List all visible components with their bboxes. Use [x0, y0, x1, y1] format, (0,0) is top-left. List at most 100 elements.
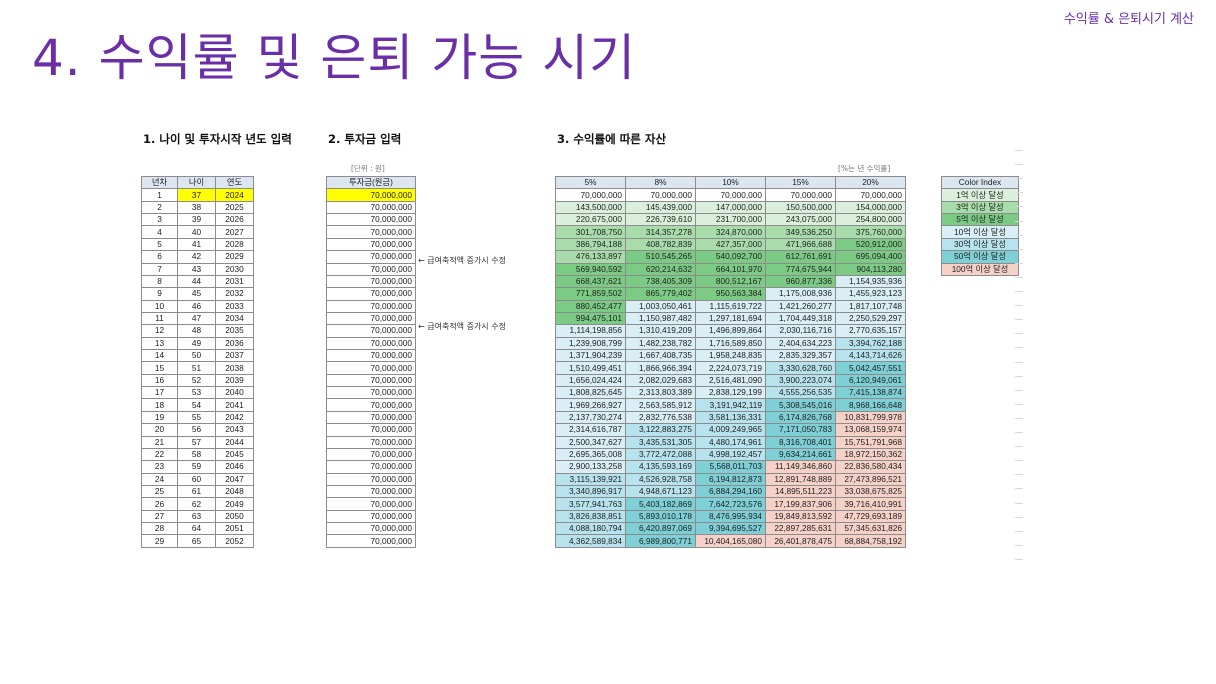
asset-cell: 33,038,675,825 [835, 484, 906, 499]
asset-cell: 13,068,159,974 [835, 423, 906, 437]
principal-cell: 70,000,000 [326, 237, 416, 252]
table-row: 70,000,000 [326, 398, 416, 412]
asset-cell: 10,831,799,978 [835, 410, 906, 425]
age-cell: 59 [177, 460, 216, 474]
year-cell: 2038 [215, 361, 254, 375]
asset-cell: 1,150,987,482 [625, 311, 696, 326]
table-row: 386,794,188 408,782,839 427,357,000 471,966… [555, 237, 906, 252]
year-no-cell: 9 [141, 287, 178, 301]
asset-cell: 2,082,029,683 [625, 373, 696, 388]
asset-cell: 2,404,634,223 [765, 336, 836, 351]
asset-cell: 12,891,748,889 [765, 472, 836, 486]
table-row: 1,808,825,645 2,313,803,389 2,838,129,199 4… [555, 386, 906, 400]
table-row: 70,000,000 [326, 410, 416, 425]
legend-row: 30억 이상 달성 [941, 237, 1019, 252]
year-no-cell: 22 [141, 447, 178, 462]
age-cell: 49 [177, 336, 216, 351]
legend-row: 5억 이상 달성 [941, 213, 1019, 227]
asset-cell: 774,675,944 [765, 262, 836, 276]
year-no-cell: 8 [141, 274, 178, 289]
table-row: 22 58 2045 [141, 447, 254, 462]
sheet-edge-mark [1015, 375, 1023, 377]
corner-label: 수익률 & 은퇴시기 계산 [1063, 12, 1194, 27]
age-cell: 44 [177, 274, 216, 289]
asset-cell: 6,174,826,768 [765, 410, 836, 425]
year-cell: 2032 [215, 287, 254, 301]
asset-cell: 1,115,619,722 [695, 299, 766, 313]
table-row: 70,000,000 [326, 250, 416, 264]
asset-cell: 70,000,000 [695, 188, 766, 202]
asset-cell: 314,357,278 [625, 225, 696, 239]
year-no-cell: 12 [141, 324, 178, 338]
table-row: 1,239,908,799 1,482,238,782 1,716,589,850 2… [555, 336, 906, 351]
legend-item: 50억 이상 달성 [941, 250, 1019, 264]
asset-cell: 4,362,589,834 [555, 534, 626, 548]
principal-cell: 70,000,000 [326, 311, 416, 326]
asset-cell: 1,455,923,123 [835, 287, 906, 301]
year-cell: 2042 [215, 410, 254, 425]
year-no-cell: 19 [141, 410, 178, 425]
table-row: 4 40 2027 [141, 225, 254, 239]
table-row: 70,000,000 [326, 311, 416, 326]
principal-cell: 70,000,000 [326, 200, 416, 215]
sheet-edge-mark [1015, 276, 1023, 278]
year-cell: 2034 [215, 311, 254, 326]
asset-cell: 2,224,073,719 [695, 361, 766, 375]
year-no-cell: 28 [141, 522, 178, 536]
asset-cell: 3,191,942,119 [695, 398, 766, 412]
principal-cell: 70,000,000 [326, 213, 416, 227]
asset-cell: 904,113,280 [835, 262, 906, 276]
asset-cell: 4,948,671,123 [625, 484, 696, 499]
asset-cell: 22,836,580,434 [835, 460, 906, 474]
year-cell: 2026 [215, 213, 254, 227]
age-cell: 54 [177, 398, 216, 412]
asset-cell: 301,708,750 [555, 225, 626, 239]
section-heading-asset-by-return: 3. 수익률에 따른 자산 [557, 132, 667, 146]
asset-cell: 427,357,000 [695, 237, 766, 252]
sheet-edge-mark [1015, 192, 1023, 194]
header-rate-8: 8% [625, 175, 696, 190]
salary-note: ← 급여축적액 증가시 수정 [418, 256, 506, 265]
asset-cell: 800,512,167 [695, 274, 766, 289]
table-row: 2,137,730,274 2,832,776,538 3,581,136,331 6… [555, 410, 906, 425]
asset-cell: 994,475,101 [555, 311, 626, 326]
color-index-legend: Color Index 1억 이상 달성 3억 이상 달성 5억 이상 달성 10억 … [941, 175, 1019, 276]
principal-cell: 70,000,000 [326, 484, 416, 499]
asset-cell: 5,893,010,178 [625, 509, 696, 524]
table-row: 2 38 2025 [141, 200, 254, 215]
legend-item: 10억 이상 달성 [941, 225, 1019, 239]
table-row: 70,000,000 70,000,000 70,000,000 70,000,000… [555, 188, 906, 202]
age-cell: 51 [177, 361, 216, 375]
table-row: 2,500,347,627 3,435,531,305 4,480,174,961 8… [555, 435, 906, 449]
table-row: 70,000,000 [326, 225, 416, 239]
asset-cell: 14,895,511,223 [765, 484, 836, 499]
year-no-cell: 3 [141, 213, 178, 227]
asset-cell: 17,199,837,906 [765, 497, 836, 511]
asset-cell: 4,135,593,169 [625, 460, 696, 474]
year-no-cell: 23 [141, 460, 178, 474]
table-row: 70,000,000 [326, 237, 416, 252]
asset-cell: 19,849,813,592 [765, 509, 836, 524]
asset-cell: 471,966,688 [765, 237, 836, 252]
table-row: 70,000,000 [326, 373, 416, 388]
year-no-cell: 4 [141, 225, 178, 239]
sheet-edge-mark [1015, 206, 1023, 208]
year-no-cell: 20 [141, 423, 178, 437]
asset-cell: 5,042,457,551 [835, 361, 906, 375]
asset-cell: 1,667,408,735 [625, 349, 696, 363]
table-row: 70,000,000 [326, 386, 416, 400]
asset-cell: 5,403,182,869 [625, 497, 696, 511]
table-row: 3,826,838,851 5,893,010,178 8,476,995,934 1… [555, 509, 906, 524]
year-no-cell: 27 [141, 509, 178, 524]
table-row: 16 52 2039 [141, 373, 254, 388]
table-row: 14 50 2037 [141, 349, 254, 363]
header-rate-10: 10% [695, 175, 766, 190]
year-cell: 2033 [215, 299, 254, 313]
asset-cell: 4,555,256,535 [765, 386, 836, 400]
table-row: 12 48 2035 [141, 324, 254, 338]
asset-cell: 147,000,000 [695, 200, 766, 215]
principal-cell: 70,000,000 [326, 386, 416, 400]
year-no-cell: 10 [141, 299, 178, 313]
asset-cell: 1,496,899,864 [695, 324, 766, 338]
legend-row: 10억 이상 달성 [941, 225, 1019, 239]
